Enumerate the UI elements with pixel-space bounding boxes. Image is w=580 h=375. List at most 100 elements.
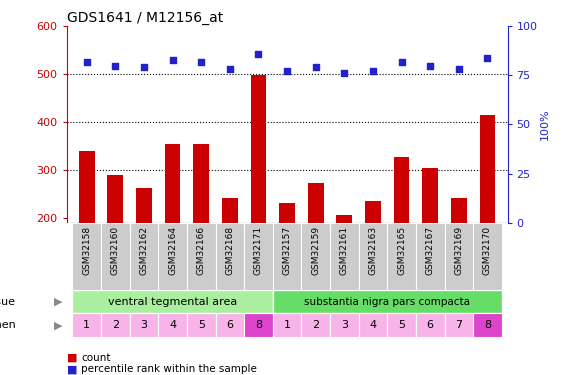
Text: 3: 3 [341,320,348,330]
Bar [422,168,438,314]
Bar [187,223,216,290]
Point [311,64,320,70]
Bar [358,314,387,337]
Bar [473,223,502,290]
Bar [480,115,495,314]
Bar [101,223,130,290]
Text: GSM32166: GSM32166 [197,226,206,275]
Bar [158,223,187,290]
Bar [336,216,352,314]
Bar [222,198,238,314]
Text: 2: 2 [112,320,119,330]
Bar [136,188,152,314]
Bar [416,314,444,337]
Text: GSM32159: GSM32159 [311,226,320,275]
Text: 2: 2 [312,320,319,330]
Text: GSM32162: GSM32162 [139,226,148,275]
Text: substantia nigra pars compacta: substantia nigra pars compacta [304,297,470,307]
Text: GSM32167: GSM32167 [426,226,435,275]
Text: 5: 5 [198,320,205,330]
Bar [72,223,101,290]
Point [368,68,378,74]
Text: GSM32164: GSM32164 [168,226,177,275]
Bar [273,290,502,314]
Bar [130,223,158,290]
Bar [158,314,187,337]
Point [225,66,234,72]
Bar [451,198,467,314]
Bar [358,223,387,290]
Text: ▶: ▶ [54,320,62,330]
Bar [302,314,330,337]
Bar [302,223,330,290]
Text: tissue: tissue [0,297,16,307]
Bar [107,175,123,314]
Y-axis label: 100%: 100% [541,109,550,140]
Bar [216,223,244,290]
Bar [308,183,324,314]
Point [454,66,463,72]
Bar [416,223,444,290]
Text: 1: 1 [84,320,90,330]
Point [426,63,435,69]
Bar [473,314,502,337]
Bar [193,144,209,314]
Text: GSM32171: GSM32171 [254,226,263,275]
Point [282,68,292,74]
Bar [101,314,130,337]
Bar [72,314,101,337]
Text: GSM32161: GSM32161 [340,226,349,275]
Text: 4: 4 [169,320,176,330]
Text: GSM32165: GSM32165 [397,226,406,275]
Bar [444,314,473,337]
Bar [387,223,416,290]
Text: ventral tegmental area: ventral tegmental area [108,297,237,307]
Point [397,58,406,64]
Bar [251,75,266,314]
Text: GSM32160: GSM32160 [111,226,120,275]
Text: 6: 6 [226,320,233,330]
Text: ■: ■ [67,353,77,363]
Bar [79,151,95,314]
Text: 7: 7 [455,320,462,330]
Text: 8: 8 [484,320,491,330]
Text: specimen: specimen [0,320,16,330]
Point [483,55,492,61]
Bar [244,314,273,337]
Text: GSM32158: GSM32158 [82,226,91,275]
Bar [216,314,244,337]
Text: GSM32168: GSM32168 [226,226,234,275]
Point [82,58,92,64]
Point [254,51,263,57]
Point [139,64,148,70]
Text: GSM32169: GSM32169 [454,226,463,275]
Text: 3: 3 [140,320,147,330]
Point [168,57,177,63]
Text: 4: 4 [369,320,376,330]
Text: percentile rank within the sample: percentile rank within the sample [81,364,257,374]
Text: GSM32157: GSM32157 [282,226,292,275]
Text: 6: 6 [427,320,434,330]
Bar [187,314,216,337]
Bar [394,156,409,314]
Text: GSM32170: GSM32170 [483,226,492,275]
Bar [279,202,295,314]
Bar [273,314,302,337]
Bar [330,314,358,337]
Bar [444,223,473,290]
Point [340,70,349,76]
Text: 1: 1 [284,320,291,330]
Point [111,63,120,69]
Text: 8: 8 [255,320,262,330]
Bar [273,223,302,290]
Bar [330,223,358,290]
Text: 5: 5 [398,320,405,330]
Text: GDS1641 / M12156_at: GDS1641 / M12156_at [67,11,223,25]
Text: ■: ■ [67,364,77,374]
Text: ▶: ▶ [54,297,62,307]
Bar [387,314,416,337]
Text: count: count [81,353,111,363]
Text: GSM32163: GSM32163 [368,226,378,275]
Bar [365,201,381,314]
Bar [130,314,158,337]
